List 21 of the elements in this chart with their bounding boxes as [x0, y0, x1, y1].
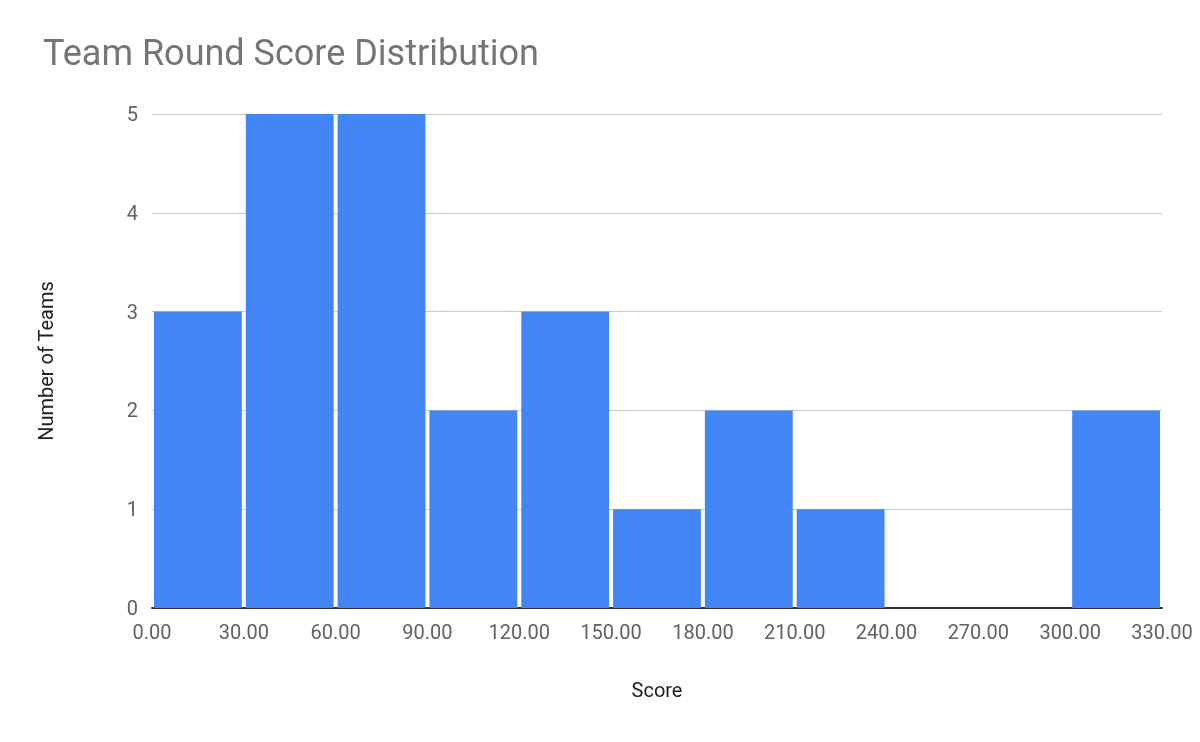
x-tick-label: 60.00 — [310, 620, 361, 644]
x-axis-title: Score — [631, 678, 683, 702]
x-tick-label: 90.00 — [402, 620, 453, 644]
x-tick-label: 180.00 — [672, 620, 734, 644]
x-tick-label: 240.00 — [855, 620, 918, 644]
x-tick-label: 330.00 — [1131, 620, 1193, 644]
y-axis-title: Number of Teams — [34, 281, 58, 441]
x-tick-label: 150.00 — [580, 620, 642, 644]
y-tick-label: 2 — [126, 398, 138, 423]
x-tick-label: 0.00 — [132, 620, 172, 644]
y-tick-label: 0 — [126, 596, 138, 620]
y-tick-label: 3 — [126, 299, 138, 324]
y-tick-label: 1 — [126, 497, 138, 522]
x-tick-label: 210.00 — [763, 620, 826, 644]
chart-title: Team Round Score Distribution — [43, 32, 539, 74]
y-tick-label: 4 — [126, 200, 138, 225]
y-tick-label: 5 — [126, 102, 138, 126]
x-tick-label: 120.00 — [488, 620, 551, 644]
x-tick-label: 270.00 — [947, 620, 1010, 644]
x-tick-label: 30.00 — [218, 620, 269, 644]
x-tick-label: 300.00 — [1039, 620, 1101, 644]
